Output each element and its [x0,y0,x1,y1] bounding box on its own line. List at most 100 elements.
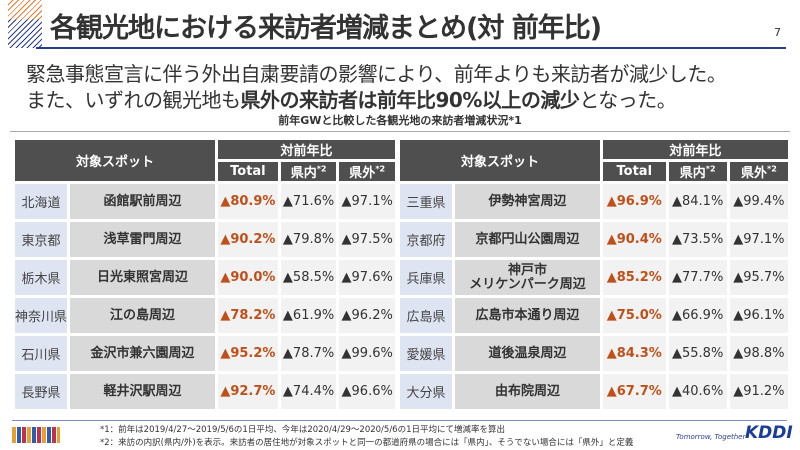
table-row: 三重県 伊勢神宮周辺 ▲96.9% ▲84.1% ▲99.4% [400,184,788,219]
total-cell: ▲85.2% [603,260,666,295]
header-label: 県内 [290,166,317,181]
total-cell: ▲80.9% [218,184,278,219]
lead-line-1: 緊急事態宣言に伴う外出自粛要請の影響により、前年よりも来訪者が減少した。 [26,62,727,86]
footnote-ref: *2 [316,164,327,174]
table-row: 兵庫県 神戸市 メリケンパーク周辺 ▲85.2% ▲77.7% ▲95.7% [400,260,788,295]
prefecture-cell: 大分県 [400,374,452,409]
prefecture-cell: 京都府 [400,222,452,257]
total-cell: ▲67.7% [603,374,666,409]
gaiken-cell: ▲96.1% [729,298,788,333]
naiken-cell: ▲74.4% [280,374,337,409]
table-row: 広島県 広島市本通り周辺 ▲75.0% ▲66.9% ▲96.1% [400,298,788,333]
total-cell: ▲78.2% [218,298,278,333]
gaiken-cell: ▲99.4% [729,184,788,219]
prefecture-cell: 長野県 [15,374,68,409]
header-spot: 対象スポット [400,140,600,181]
total-cell: ▲90.2% [218,222,278,257]
spot-cell: 浅草雷門周辺 [70,222,216,257]
naiken-cell: ▲71.6% [280,184,337,219]
header-label: 県外 [349,166,376,181]
gaiken-cell: ▲95.7% [729,260,788,295]
naiken-cell: ▲58.5% [280,260,337,295]
prefecture-cell: 北海道 [15,184,68,219]
spot-cell: 函館駅前周辺 [70,184,216,219]
gaiken-cell: ▲98.8% [729,336,788,371]
footnote-ref: *2 [375,164,386,174]
total-cell: ▲90.0% [218,260,278,295]
total-cell: ▲90.4% [603,222,666,257]
footnote-ref: *2 [705,164,716,174]
decor-stripes [8,0,42,20]
gaiken-cell: ▲97.6% [339,260,395,295]
total-cell: ▲92.7% [218,374,278,409]
table-row: 愛媛県 道後温泉周辺 ▲84.3% ▲55.8% ▲98.8% [400,336,788,371]
brand-tagline: Tomorrow, Together [676,433,746,441]
prefecture-cell: 三重県 [400,184,452,219]
spot-cell: 軽井沢駅周辺 [70,374,216,409]
footer-divider [12,420,787,421]
prefecture-cell: 神奈川県 [15,298,68,333]
lead-emphasis: 県外の来訪者は前年比90%以上の減少 [240,88,580,112]
prefecture-cell: 兵庫県 [400,260,452,295]
spot-cell: 由布院周辺 [455,374,600,409]
spot-cell: 京都円山公園周辺 [455,222,600,257]
table-row: 東京都 浅草雷門周辺 ▲90.2% ▲79.8% ▲97.5% [15,222,395,257]
spot-cell: 金沢市兼六園周辺 [70,336,216,371]
lead-text: また、いずれの観光地も [26,88,241,112]
table-row: 長野県 軽井沢駅周辺 ▲92.7% ▲74.4% ▲96.6% [15,374,395,409]
header-gaiken: 県外*2 [339,162,395,181]
lead-line-2: また、いずれの観光地も県外の来訪者は前年比90%以上の減少となった。 [26,84,677,113]
prefecture-cell: 愛媛県 [400,336,452,371]
table-right: 対象スポット 対前年比 Total 県内*2 県外*2 三重県 伊勢神宮周辺 ▲9… [397,137,791,412]
gaiken-cell: ▲99.6% [339,336,395,371]
brand-dots-logo [12,427,60,443]
prefecture-cell: 広島県 [400,298,452,333]
total-cell: ▲95.2% [218,336,278,371]
spot-cell: 道後温泉周辺 [455,336,600,371]
header-yoy: 対前年比 [218,140,395,159]
naiken-cell: ▲79.8% [280,222,337,257]
prefecture-cell: 石川県 [15,336,68,371]
table-row: 大分県 由布院周辺 ▲67.7% ▲40.6% ▲91.2% [400,374,788,409]
footnote-2: *2：来訪の内訳(県内/外)を表示。来訪者の居住地が対象スポットと同一の都道府県… [100,438,634,448]
naiken-cell: ▲78.7% [280,336,337,371]
table-row: 石川県 金沢市兼六園周辺 ▲95.2% ▲78.7% ▲99.6% [15,336,395,371]
gaiken-cell: ▲91.2% [729,374,788,409]
gaiken-cell: ▲97.1% [729,222,788,257]
title-divider [36,47,786,49]
decor-stripes [8,19,42,48]
header-spot: 対象スポット [15,140,216,181]
footnote-1: *1：前年は2019/4/27～2019/5/6の1日平均、今年は2020/4/… [100,425,505,435]
header-label: 県内 [679,166,706,181]
table-row: 京都府 京都円山公園周辺 ▲90.4% ▲73.5% ▲97.1% [400,222,788,257]
total-cell: ▲75.0% [603,298,666,333]
prefecture-cell: 東京都 [15,222,68,257]
kddi-logo: KDDI [745,423,793,443]
header-gaiken: 県外*2 [729,162,788,181]
spot-cell: 神戸市 メリケンパーク周辺 [455,260,600,295]
naiken-cell: ▲84.1% [668,184,727,219]
naiken-cell: ▲61.9% [280,298,337,333]
naiken-cell: ▲77.7% [668,260,727,295]
naiken-cell: ▲55.8% [668,336,727,371]
naiken-cell: ▲66.9% [668,298,727,333]
header-naiken: 県内*2 [280,162,337,181]
table-row: 栃木県 日光東照宮周辺 ▲90.0% ▲58.5% ▲97.6% [15,260,395,295]
gaiken-cell: ▲97.5% [339,222,395,257]
header-label: 県外 [741,166,768,181]
table-row: 北海道 函館駅前周辺 ▲80.9% ▲71.6% ▲97.1% [15,184,395,219]
gaiken-cell: ▲96.6% [339,374,395,409]
spot-cell: 広島市本通り周辺 [455,298,600,333]
header-total: Total [218,162,278,181]
table-left: 対象スポット 対前年比 Total 県内*2 県外*2 北海道 函館駅前周辺 ▲8… [12,137,398,412]
table-caption: 前年GWと比較した各観光地の来訪者増減状況*1 [278,114,522,127]
total-cell: ▲84.3% [603,336,666,371]
gaiken-cell: ▲97.1% [339,184,395,219]
naiken-cell: ▲73.5% [668,222,727,257]
lead-text: となった。 [579,88,677,112]
spot-cell: 日光東照宮周辺 [70,260,216,295]
header-naiken: 県内*2 [668,162,727,181]
page-title: 各観光地における来訪者増減まとめ(対 前年比) [50,13,602,44]
page-number: 7 [774,26,781,39]
naiken-cell: ▲40.6% [668,374,727,409]
